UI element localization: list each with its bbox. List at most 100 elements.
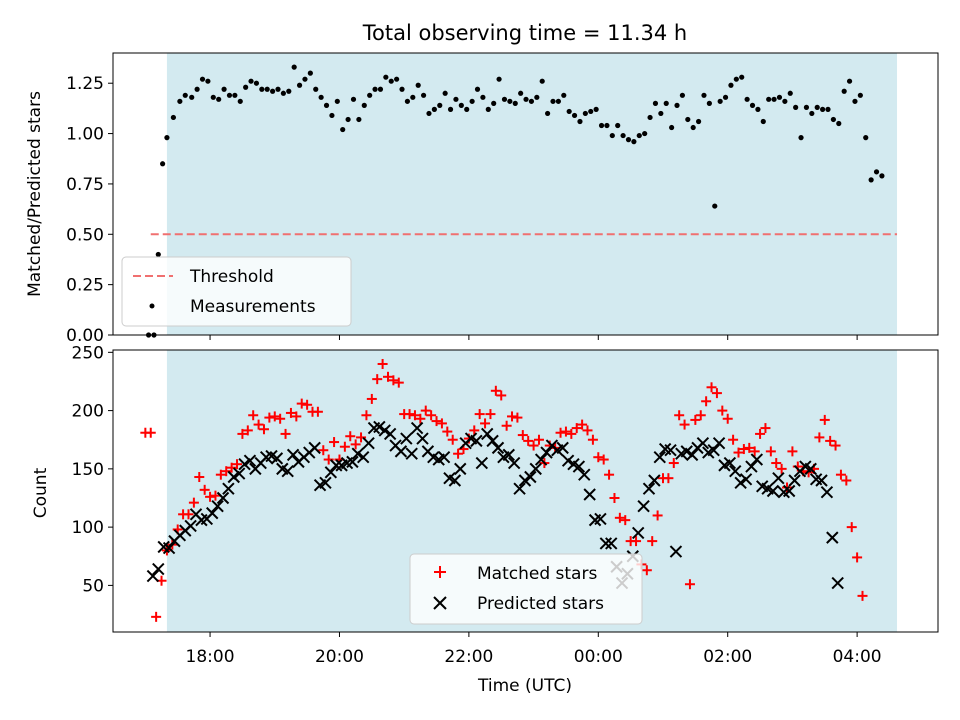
- matched-star-point: [253, 419, 264, 430]
- predicted-star-point: [216, 491, 230, 505]
- measurement-point: [636, 132, 642, 139]
- measurement-point: [873, 169, 880, 175]
- predicted-star-point: [739, 473, 753, 486]
- predicted-star-point: [222, 482, 235, 495]
- measurement-point: [480, 94, 486, 100]
- measurement-point: [852, 98, 858, 104]
- measurement-point: [155, 251, 161, 258]
- measurement-point: [604, 122, 610, 129]
- count-y-tick-label: 150: [72, 460, 104, 480]
- x-tick-label: 04:00: [833, 647, 882, 667]
- predicted-star-point: [324, 466, 338, 479]
- matched-star-point: [366, 393, 377, 404]
- ratio-y-axis-label: Matched/Predicted stars: [25, 91, 45, 297]
- predicted-star-point: [373, 420, 386, 434]
- measurement-point: [426, 110, 432, 117]
- matched-star-point: [765, 446, 776, 457]
- matched-star-point: [755, 428, 766, 439]
- measurement-point: [404, 98, 411, 104]
- measurement-point: [491, 100, 497, 106]
- measurement-point: [323, 102, 330, 108]
- predicted-star-point: [211, 499, 224, 513]
- predicted-star-point: [351, 447, 365, 460]
- measurement-point: [647, 114, 653, 121]
- measurement-point: [820, 106, 826, 112]
- count-legend-box: [409, 553, 643, 625]
- matched-star-point: [620, 515, 631, 526]
- measurement-point: [232, 92, 238, 98]
- matched-star-point: [210, 490, 221, 501]
- predicted-star-point: [152, 562, 165, 576]
- measurement-point: [313, 86, 319, 92]
- matched-star-point: [436, 418, 447, 429]
- measurement-point: [658, 110, 664, 117]
- matched-star-point: [431, 416, 442, 427]
- measurement-point: [545, 110, 551, 117]
- measurement-point: [189, 94, 195, 100]
- measurement-point: [447, 106, 454, 112]
- predicted-star-point: [556, 441, 569, 455]
- measurement-point: [177, 98, 183, 104]
- predicted-star-point: [642, 482, 656, 495]
- predicted-star-point: [696, 437, 710, 450]
- predicted-star-point: [637, 499, 650, 513]
- matched-star-point: [264, 412, 275, 423]
- matched-star-point: [609, 492, 620, 503]
- matched-star-point: [684, 579, 695, 590]
- matched-star-point: [695, 410, 706, 421]
- measurement-point: [205, 78, 211, 84]
- matched-star-point: [221, 466, 232, 477]
- matched-star-point: [215, 469, 226, 480]
- matched-star-point: [728, 434, 739, 445]
- predicted-star-point: [788, 474, 801, 487]
- measurement-point: [615, 122, 621, 129]
- measurement-point: [259, 86, 265, 92]
- matched-star-point: [350, 439, 361, 450]
- measurement-point: [739, 74, 745, 80]
- matched-star-point: [377, 358, 388, 369]
- measurement-point: [291, 64, 297, 70]
- matched-star-point: [145, 427, 156, 438]
- ratio-y-tick-label: 1.25: [66, 74, 104, 94]
- predicted-star-point: [524, 470, 537, 484]
- measurement-point: [825, 106, 831, 112]
- predicted-star-point: [319, 476, 332, 490]
- predicted-star-point: [631, 526, 645, 540]
- count-y-tick-label: 50: [82, 576, 104, 596]
- predicted-star-point: [362, 437, 375, 450]
- measurement-point: [588, 108, 594, 115]
- matched-star-point: [496, 390, 507, 401]
- matched-star-point: [226, 462, 237, 473]
- matched-star-point: [372, 374, 383, 385]
- ratio-panel: 0.00 0.25 0.50 0.75 1.00 1.25 Total observing…: [25, 21, 939, 346]
- predicted-star-point: [281, 464, 294, 478]
- measurement-point: [528, 98, 535, 104]
- matched-star-point: [814, 432, 825, 443]
- measurement-point: [458, 102, 464, 108]
- predicted-star-point: [184, 519, 197, 533]
- measurement-point: [264, 86, 270, 92]
- ratio-y-tick-label: 1.00: [66, 125, 104, 145]
- predicted-star-point: [437, 450, 451, 464]
- measurement-point: [464, 106, 470, 112]
- matched-legend-label: Matched stars: [477, 564, 597, 584]
- matched-star-point: [415, 413, 426, 424]
- measurement-point: [782, 98, 788, 104]
- measurement-point: [194, 86, 200, 92]
- matched-star-point: [469, 425, 480, 436]
- matched-star-point: [232, 459, 243, 470]
- predicted-star-point: [405, 447, 418, 460]
- measurement-point: [701, 92, 707, 98]
- measurement-point: [695, 118, 702, 125]
- predicted-star-point: [578, 468, 591, 481]
- measurement-point: [507, 98, 513, 104]
- predicted-star-point: [831, 576, 844, 590]
- predicted-star-point: [669, 545, 683, 558]
- measurement-point: [803, 104, 810, 110]
- measurement-point: [550, 98, 556, 104]
- measurement-point: [793, 104, 799, 110]
- matched-star-point: [242, 425, 253, 436]
- measurement-point: [221, 86, 227, 92]
- measurement-point: [318, 94, 324, 100]
- measurement-point: [744, 96, 750, 102]
